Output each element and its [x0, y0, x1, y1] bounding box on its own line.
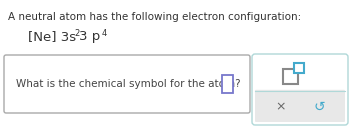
FancyBboxPatch shape	[252, 54, 348, 125]
Text: 2: 2	[74, 29, 79, 38]
Text: [Ne] 3s: [Ne] 3s	[28, 30, 76, 43]
Text: 4: 4	[102, 29, 107, 38]
FancyBboxPatch shape	[4, 55, 250, 113]
Text: A neutral atom has the following electron configuration:: A neutral atom has the following electro…	[8, 12, 301, 22]
Text: ↺: ↺	[314, 99, 326, 113]
Bar	[283, 69, 298, 84]
Text: What is the chemical symbol for the atom?: What is the chemical symbol for the atom…	[16, 79, 241, 89]
FancyBboxPatch shape	[255, 90, 345, 122]
Bar	[294, 63, 304, 73]
Text: 3 p: 3 p	[79, 30, 100, 43]
Bar	[222, 75, 233, 93]
Text: ×: ×	[275, 100, 286, 113]
